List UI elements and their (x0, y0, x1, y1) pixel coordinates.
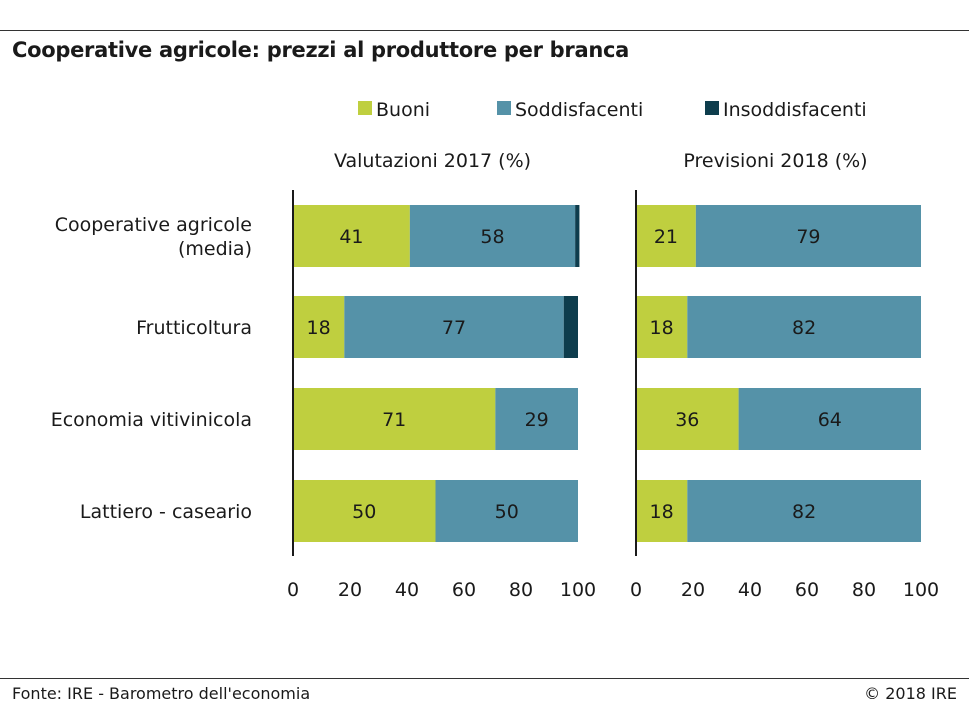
data-label-p0-c0-soddisfacenti: 58 (480, 226, 504, 248)
category-label-0-line-1: (media) (178, 238, 252, 260)
data-label-p1-c0-buoni: 21 (654, 226, 678, 248)
tick-label-p1-100: 100 (903, 579, 939, 601)
data-label-p1-c2-soddisfacenti: 64 (818, 409, 842, 431)
footer-source: Fonte: IRE - Barometro dell'economia (12, 684, 311, 703)
legend-swatch-insoddisfacenti (705, 101, 719, 115)
tick-label-p0-100: 100 (560, 579, 596, 601)
category-label-3: Lattiero - caseario (80, 501, 252, 523)
tick-label-p0-0: 0 (287, 579, 299, 601)
bar-p1-c1-soddisfacenti (687, 296, 921, 358)
bar-p0-c0-insoddisfacenti (575, 205, 580, 267)
data-label-p0-c1-soddisfacenti: 77 (442, 317, 466, 339)
legend-label-soddisfacenti: Soddisfacenti (515, 99, 643, 121)
bar-p0-c2-buoni (293, 388, 496, 450)
category-label-1: Frutticoltura (136, 317, 252, 339)
legend-label-insoddisfacenti: Insoddisfacenti (723, 99, 867, 121)
data-label-p1-c3-soddisfacenti: 82 (792, 501, 816, 523)
chart-title: Cooperative agricole: prezzi al produtto… (12, 38, 629, 62)
top-rule (0, 30, 969, 31)
legend-label-buoni: Buoni (376, 99, 430, 121)
tick-label-p0-20: 20 (338, 579, 362, 601)
tick-label-p1-0: 0 (630, 579, 642, 601)
tick-label-p1-20: 20 (681, 579, 705, 601)
bottom-rule (0, 678, 969, 679)
data-label-p0-c3-buoni: 50 (352, 501, 376, 523)
bar-p0-c1-insoddisfacenti (563, 296, 578, 358)
tick-label-p1-60: 60 (795, 579, 819, 601)
legend-swatch-buoni (358, 101, 372, 115)
tick-label-p1-80: 80 (852, 579, 876, 601)
panel-title-1: Previsioni 2018 (%) (683, 150, 867, 172)
data-label-p0-c0-buoni: 41 (339, 226, 363, 248)
bar-p1-c3-buoni (636, 480, 688, 542)
panel-title-0: Valutazioni 2017 (%) (334, 150, 531, 172)
data-label-p1-c1-soddisfacenti: 82 (792, 317, 816, 339)
data-label-p1-c1-buoni: 18 (650, 317, 674, 339)
category-label-0-line-0: Cooperative agricole (55, 214, 252, 236)
tick-label-p1-40: 40 (738, 579, 762, 601)
bar-p0-c0-soddisfacenti (409, 205, 576, 267)
bar-p1-c1-buoni (636, 296, 688, 358)
category-label-2: Economia vitivinicola (51, 409, 252, 431)
bar-p1-c2-soddisfacenti (738, 388, 921, 450)
data-label-p0-c3-soddisfacenti: 50 (495, 501, 519, 523)
data-label-p0-c2-buoni: 71 (382, 409, 406, 431)
tick-label-p0-40: 40 (395, 579, 419, 601)
bar-p0-c0-buoni (293, 205, 410, 267)
bar-p0-c1-buoni (293, 296, 345, 358)
bar-p1-c2-buoni (636, 388, 739, 450)
legend-swatch-soddisfacenti (497, 101, 511, 115)
footer-copyright: © 2018 IRE (864, 684, 957, 703)
bar-p0-c3-buoni (293, 480, 436, 542)
tick-label-p0-80: 80 (509, 579, 533, 601)
data-label-p0-c1-buoni: 18 (307, 317, 331, 339)
bar-p0-c2-soddisfacenti (495, 388, 578, 450)
data-label-p1-c0-soddisfacenti: 79 (796, 226, 820, 248)
bar-p0-c1-soddisfacenti (344, 296, 564, 358)
data-label-p1-c3-buoni: 18 (650, 501, 674, 523)
tick-label-p0-60: 60 (452, 579, 476, 601)
data-label-p1-c2-buoni: 36 (675, 409, 699, 431)
bar-p1-c0-buoni (636, 205, 696, 267)
bar-p1-c3-soddisfacenti (687, 480, 921, 542)
data-label-p0-c2-soddisfacenti: 29 (525, 409, 549, 431)
bar-p1-c0-soddisfacenti (695, 205, 921, 267)
bar-p0-c3-soddisfacenti (435, 480, 578, 542)
